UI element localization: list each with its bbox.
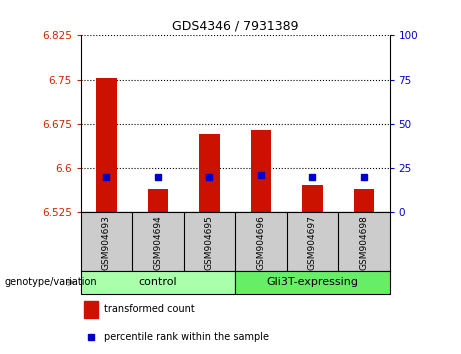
Text: Gli3T-expressing: Gli3T-expressing: [266, 277, 358, 287]
Text: GSM904698: GSM904698: [359, 215, 368, 270]
Text: GSM904693: GSM904693: [102, 215, 111, 270]
Bar: [302, 185, 323, 212]
Text: genotype/variation: genotype/variation: [5, 277, 97, 287]
Text: GSM904696: GSM904696: [256, 215, 266, 270]
Text: GSM904694: GSM904694: [154, 215, 162, 270]
Bar: [250, 130, 271, 212]
Title: GDS4346 / 7931389: GDS4346 / 7931389: [172, 20, 298, 33]
Text: percentile rank within the sample: percentile rank within the sample: [104, 332, 269, 342]
Bar: [148, 189, 168, 212]
Bar: [354, 189, 374, 212]
Text: GSM904695: GSM904695: [205, 215, 214, 270]
Text: GSM904697: GSM904697: [308, 215, 317, 270]
Bar: [81, 271, 235, 294]
Bar: [96, 79, 117, 212]
Text: transformed count: transformed count: [104, 304, 195, 314]
Bar: [235, 271, 390, 294]
Bar: [199, 134, 220, 212]
Text: control: control: [139, 277, 177, 287]
Bar: [84, 301, 98, 318]
